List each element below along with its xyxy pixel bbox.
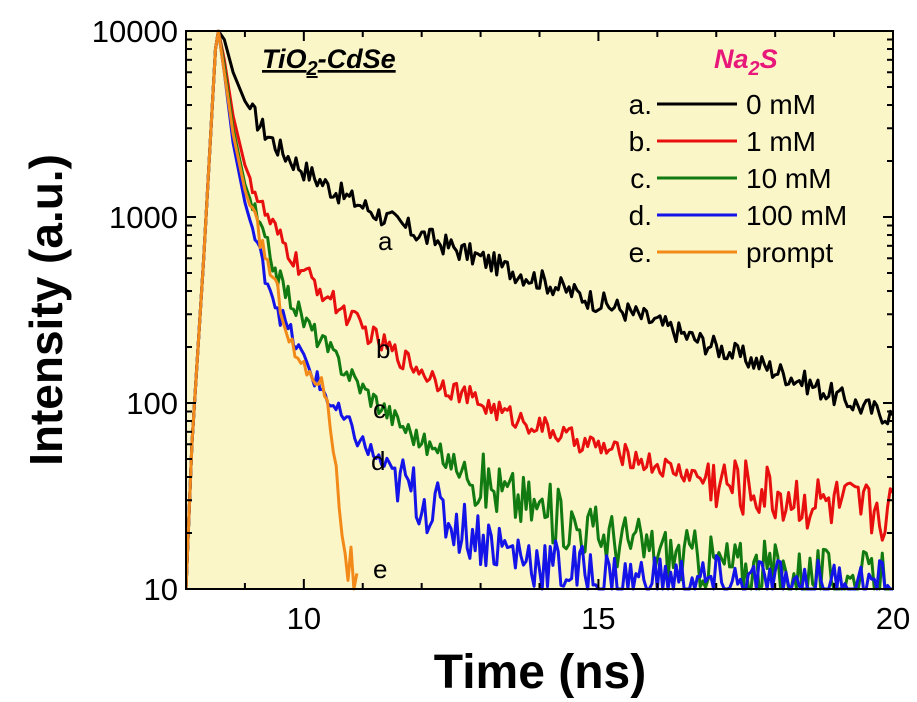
legend-title: Na2S bbox=[714, 44, 778, 80]
series-layer bbox=[186, 29, 893, 591]
y-tick-label: 10 bbox=[144, 572, 178, 607]
legend-marker-d: d. bbox=[629, 200, 652, 231]
sample-label: TiO2-CdSe bbox=[262, 44, 396, 80]
legend: a. 0 mM b. 1 mM c. 10 mM d. 100 mM e. prompt bbox=[629, 89, 848, 268]
curve-label-c: c bbox=[373, 394, 386, 424]
legend-label-a: 0 mM bbox=[746, 89, 816, 120]
legend-title-sub: 2 bbox=[748, 58, 760, 80]
legend-title-suffix: S bbox=[760, 44, 778, 74]
legend-label-e: prompt bbox=[746, 237, 833, 268]
ticks-layer: 10 15 20 10 100 1000 10000 bbox=[92, 14, 910, 636]
curve-label-a: a bbox=[378, 226, 393, 256]
x-tick-label: 10 bbox=[287, 601, 321, 636]
x-tick-label: 15 bbox=[581, 601, 615, 636]
sample-label-prefix: TiO bbox=[262, 44, 307, 74]
series-line-d bbox=[186, 29, 893, 591]
y-tick-label: 1000 bbox=[109, 200, 178, 235]
legend-marker-c: c. bbox=[630, 163, 652, 194]
series-line-e bbox=[186, 29, 359, 591]
series-line-a bbox=[186, 29, 893, 590]
legend-label-c: 10 mM bbox=[746, 163, 832, 194]
curve-label-e: e bbox=[373, 554, 387, 584]
plot-background bbox=[186, 31, 893, 589]
sample-label-suffix: -CdSe bbox=[318, 44, 396, 74]
x-tick-label: 20 bbox=[876, 601, 910, 636]
legend-marker-a: a. bbox=[629, 89, 652, 120]
curve-label-d: d bbox=[371, 446, 385, 476]
curve-labels: a bcd e bbox=[371, 226, 393, 584]
y-axis-label: Intensity (a.u.) bbox=[20, 154, 72, 466]
legend-marker-b: b. bbox=[629, 126, 652, 157]
legend-label-b: 1 mM bbox=[746, 126, 816, 157]
sample-label-sub: 2 bbox=[306, 58, 318, 80]
series-line-b bbox=[186, 29, 893, 590]
y-tick-label: 10000 bbox=[92, 14, 178, 49]
y-tick-label: 100 bbox=[126, 386, 178, 421]
legend-marker-e: e. bbox=[629, 237, 652, 268]
x-axis-label: Time (ns) bbox=[434, 646, 646, 699]
legend-title-prefix: Na bbox=[714, 44, 749, 74]
curve-label-b: b bbox=[376, 334, 390, 364]
legend-label-d: 100 mM bbox=[746, 200, 847, 231]
